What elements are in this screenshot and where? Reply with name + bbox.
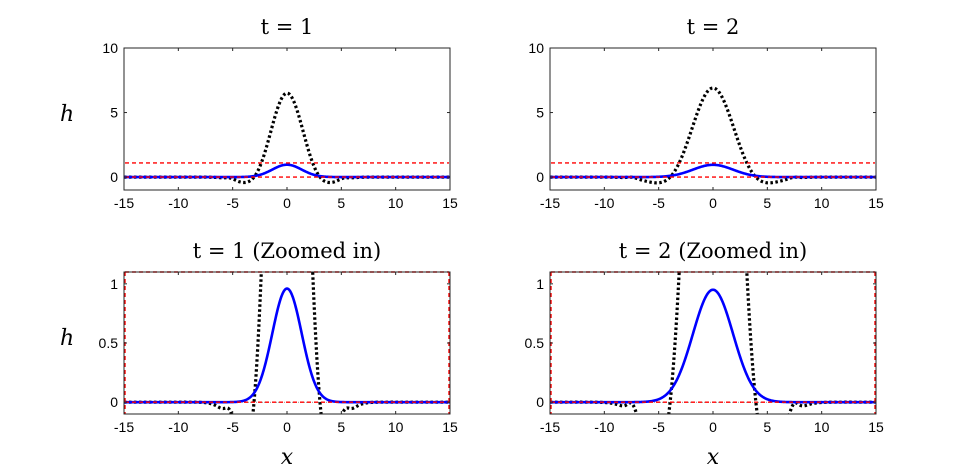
plot-area: [550, 272, 876, 414]
plot-area: [124, 272, 450, 414]
y-tick-label: 0.5: [99, 335, 119, 351]
x-tick-label: 5: [763, 419, 771, 435]
y-tick-label: 0: [110, 394, 118, 410]
chart-panel-3: t = 1 (Zoomed in) h x -15 -10 -5 0 5 10 15 0 0.5 1: [60, 239, 458, 470]
reference-dotted-line: [550, 272, 876, 414]
x-tick-label: 5: [763, 195, 771, 211]
y-tick-label: 0.5: [525, 335, 545, 351]
x-tick-label: -5: [226, 419, 239, 435]
y-tick-label: 5: [536, 105, 544, 121]
x-tick-label: 0: [709, 195, 717, 211]
y-tick-label: 0: [536, 394, 544, 410]
x-axis-label: x: [707, 445, 720, 470]
x-tick-label: 5: [337, 419, 345, 435]
x-tick-label: 15: [442, 195, 458, 211]
x-tick-label: -15: [540, 419, 560, 435]
chart-title: t = 1: [261, 15, 314, 39]
chart-panel-1: t = 1 h -15 -10 -5 0 5 10 15 0 5 10: [60, 15, 458, 211]
x-tick-label: 10: [814, 419, 830, 435]
solution-solid-line: [550, 288, 876, 404]
x-tick-label: -10: [168, 419, 188, 435]
plot-area: [124, 91, 450, 185]
x-tick-label: 0: [283, 419, 291, 435]
axes-frame: [123, 271, 451, 415]
solution-solid-line: [124, 287, 450, 404]
x-tick-label: -5: [226, 195, 239, 211]
y-axis-label: h: [60, 102, 74, 127]
reference-dotted-line: [124, 91, 450, 185]
x-tick-label: 10: [814, 195, 830, 211]
y-tick-label: 0: [110, 169, 118, 185]
axes-frame: [549, 47, 877, 191]
x-tick-label: 0: [709, 419, 717, 435]
x-tick-label: 15: [868, 419, 884, 435]
x-tick-label: -10: [594, 419, 614, 435]
chart-title: t = 2: [687, 15, 740, 39]
reference-dotted-line: [550, 86, 876, 185]
y-axis-label: h: [60, 326, 74, 351]
x-tick-label: -10: [594, 195, 614, 211]
x-tick-label: -15: [114, 419, 134, 435]
y-tick-label: 1: [110, 276, 118, 292]
y-tick-label: 10: [528, 40, 544, 56]
x-tick-label: -15: [540, 195, 560, 211]
x-tick-label: 5: [337, 195, 345, 211]
y-tick-label: 5: [110, 105, 118, 121]
x-tick-label: 0: [283, 195, 291, 211]
x-tick-label: 15: [868, 195, 884, 211]
plot-area: [550, 86, 876, 185]
x-tick-label: -5: [652, 195, 665, 211]
y-tick-label: 10: [102, 40, 118, 56]
solution-solid-line: [124, 163, 450, 179]
x-tick-label: 10: [388, 419, 404, 435]
axes-frame: [549, 271, 877, 415]
chart-title: t = 2 (Zoomed in): [619, 239, 807, 263]
x-tick-label: 15: [442, 419, 458, 435]
chart-panel-2: t = 2 -15 -10 -5 0 5 10 15 0 5 10: [528, 15, 884, 211]
axes-frame: [123, 47, 451, 191]
chart-panel-4: t = 2 (Zoomed in) x -15 -10 -5 0 5 10 15 0 0.5 1: [525, 239, 884, 470]
x-axis-label: x: [281, 445, 294, 470]
y-tick-label: 0: [536, 169, 544, 185]
x-tick-label: -15: [114, 195, 134, 211]
solution-solid-line: [550, 163, 876, 179]
y-tick-label: 1: [536, 276, 544, 292]
x-tick-label: -10: [168, 195, 188, 211]
x-tick-label: -5: [652, 419, 665, 435]
x-tick-label: 10: [388, 195, 404, 211]
reference-dotted-line: [124, 272, 450, 414]
chart-title: t = 1 (Zoomed in): [193, 239, 381, 263]
